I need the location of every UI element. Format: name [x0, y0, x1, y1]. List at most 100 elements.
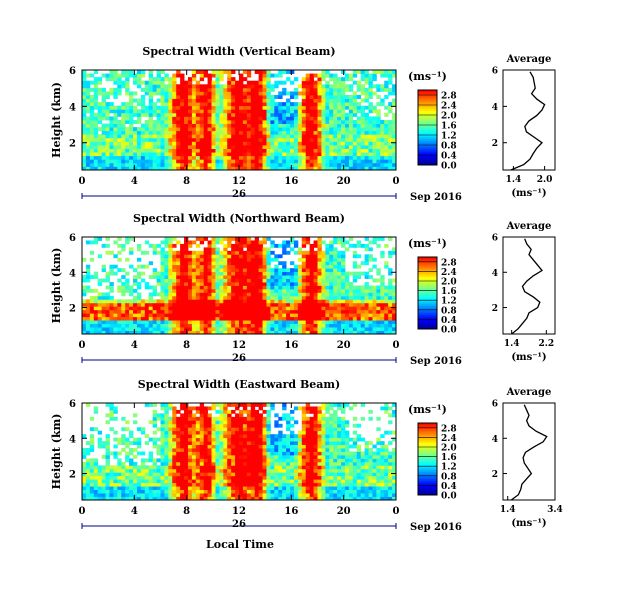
- heatmap-cell: [191, 320, 197, 324]
- heatmap-cell: [164, 316, 169, 321]
- heatmap-cell: [266, 295, 271, 300]
- heatmap-cell: [105, 489, 110, 494]
- heatmap-cell: [121, 330, 126, 335]
- colorbar-tick-label: 0.4: [441, 316, 457, 326]
- heatmap-cell: [199, 444, 205, 449]
- heatmap-cell: [380, 250, 385, 255]
- heatmap-cell: [392, 73, 397, 78]
- heatmap-cell: [176, 479, 181, 484]
- heatmap-cell: [164, 444, 169, 449]
- heatmap-cell: [195, 116, 201, 121]
- heatmap-cell: [164, 120, 169, 124]
- heatmap-cell: [286, 282, 291, 286]
- heatmap-cell: [160, 120, 165, 124]
- heatmap-cell: [187, 316, 193, 321]
- heatmap-cell: [148, 70, 154, 74]
- heatmap-cell: [105, 91, 110, 96]
- heatmap-cell: [156, 330, 161, 335]
- heatmap-cell: [207, 486, 212, 490]
- heatmap-cell: [168, 120, 173, 124]
- heatmap-cell: [121, 162, 126, 167]
- heatmap-cell: [352, 134, 358, 139]
- heatmap-cell: [270, 95, 275, 99]
- heatmap-cell: [195, 275, 201, 279]
- heatmap-cell: [219, 437, 224, 442]
- heatmap-cell: [129, 430, 134, 435]
- heatmap-cell: [101, 166, 106, 171]
- heatmap-cell: [235, 299, 240, 304]
- heatmap-cell: [164, 299, 169, 304]
- heatmap-cell: [270, 288, 275, 293]
- heatmap-cell: [297, 278, 303, 283]
- heatmap-cell: [239, 134, 244, 139]
- heatmap-cell: [195, 268, 201, 273]
- heatmap-cell: [156, 70, 161, 74]
- heatmap-cell: [231, 288, 236, 293]
- heatmap-cell: [121, 313, 126, 318]
- colorbar-unit-label: (ms⁻¹): [408, 70, 447, 83]
- heatmap-cell: [231, 237, 236, 241]
- heatmap-cell: [136, 112, 142, 117]
- heatmap-cell: [191, 458, 197, 463]
- heatmap-cell: [148, 261, 154, 266]
- y-axis-label: Height (km): [50, 248, 63, 324]
- heatmap-cell: [341, 268, 346, 273]
- heatmap-cell: [125, 327, 130, 331]
- heatmap-cell: [160, 288, 165, 293]
- heatmap-cell: [207, 295, 212, 300]
- heatmap-cell: [301, 84, 307, 89]
- heatmap-cell: [168, 77, 173, 82]
- heatmap-cell: [231, 155, 236, 160]
- heatmap-cell: [211, 134, 216, 139]
- heatmap-cell: [329, 130, 334, 135]
- heatmap-cell: [172, 330, 177, 335]
- heatmap-cell: [254, 271, 260, 276]
- heatmap-cell: [125, 288, 130, 293]
- heatmap-cell: [172, 268, 177, 273]
- heatmap-cell: [341, 282, 346, 286]
- heatmap-cell: [278, 278, 283, 283]
- heatmap-cell: [329, 257, 334, 262]
- heatmap-cell: [168, 134, 173, 139]
- heatmap-cell: [321, 105, 326, 110]
- heatmap-cell: [325, 309, 330, 314]
- heatmap-cell: [258, 166, 263, 171]
- heatmap-cell: [282, 295, 287, 300]
- heatmap-cell: [376, 109, 381, 114]
- heatmap-cell: [278, 292, 283, 297]
- heatmap-cell: [246, 430, 252, 435]
- heatmap-cell: [219, 479, 224, 484]
- heatmap-cell: [305, 299, 311, 304]
- heatmap-cell: [313, 159, 318, 164]
- y-tick-label: 4: [69, 102, 76, 113]
- heatmap-cell: [250, 493, 256, 497]
- heatmap-cell: [184, 437, 189, 442]
- heatmap-cell: [337, 148, 342, 153]
- heatmap-cell: [317, 87, 322, 92]
- heatmap-cell: [254, 268, 260, 273]
- heatmap-cell: [180, 313, 185, 318]
- heatmap-cell: [341, 105, 346, 110]
- heatmap-cell: [109, 120, 114, 124]
- heatmap-cell: [93, 330, 99, 335]
- heatmap-cell: [121, 448, 126, 452]
- heatmap-cell: [254, 130, 260, 135]
- heatmap-cell: [293, 162, 299, 167]
- heatmap-cell: [278, 309, 283, 314]
- heatmap-cell: [368, 323, 373, 328]
- heatmap-cell: [329, 292, 334, 297]
- heatmap-cell: [313, 320, 318, 324]
- heatmap-cell: [89, 309, 95, 314]
- heatmap-cell: [176, 120, 181, 124]
- profile-x-axis-label: (ms⁻¹): [511, 188, 546, 199]
- heatmap-cell: [156, 152, 161, 157]
- heatmap-cell: [290, 261, 295, 266]
- heatmap-cell: [121, 282, 126, 286]
- heatmap-cell: [180, 451, 185, 456]
- heatmap-cell: [219, 472, 224, 477]
- heatmap-cell: [352, 123, 358, 128]
- heatmap-cell: [372, 70, 377, 74]
- heatmap-cell: [239, 91, 244, 96]
- heatmap-cell: [266, 257, 271, 262]
- heatmap-cell: [207, 416, 212, 421]
